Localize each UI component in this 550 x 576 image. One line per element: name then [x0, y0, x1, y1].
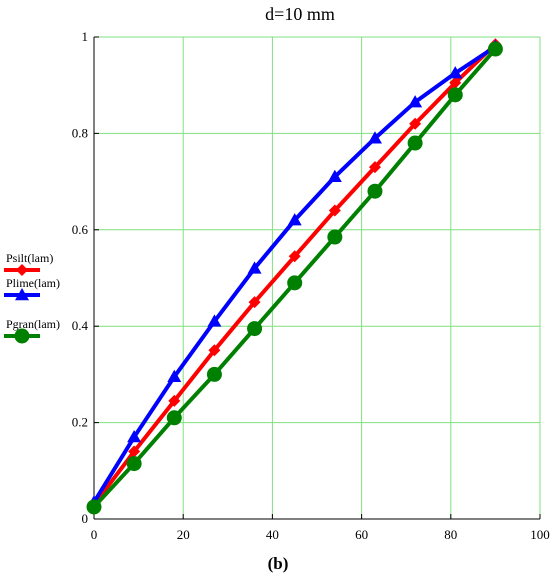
- triangle-marker: [448, 66, 463, 79]
- circle-marker: [327, 229, 343, 245]
- y-tick-label: 0.4: [72, 318, 89, 333]
- axes: [93, 36, 541, 520]
- diamond-marker: [449, 76, 462, 89]
- tick-labels: 0 20 40 60 80 100 0 0.2 0.4 0.6 0.8 1: [72, 29, 550, 542]
- x-tick-label: 0: [91, 527, 98, 542]
- triangle-marker: [167, 369, 182, 383]
- circle-marker: [126, 456, 142, 472]
- x-tick-label: 100: [530, 527, 550, 542]
- triangle-marker: [15, 288, 29, 301]
- circle-marker: [166, 410, 182, 426]
- legend-label: Pgran(lam): [6, 317, 60, 331]
- x-tick-label: 60: [355, 527, 368, 542]
- diamond-marker: [168, 394, 181, 407]
- diamond-marker: [208, 344, 221, 357]
- diamond-marker: [288, 250, 301, 263]
- legend-label: Psilt(lam): [6, 251, 53, 265]
- series-line: [92, 42, 497, 506]
- triangle-marker: [207, 314, 222, 327]
- triangle-marker: [127, 430, 142, 443]
- diamond-marker: [368, 161, 381, 174]
- y-tick-label: 0: [82, 511, 89, 526]
- circle-marker: [407, 135, 423, 151]
- triangle-marker: [327, 169, 342, 183]
- series-diamond: [88, 38, 502, 511]
- circle-marker: [206, 366, 222, 382]
- series-layer: [86, 38, 503, 515]
- diamond-marker: [328, 204, 341, 217]
- legend: Psilt(lam) Plime(lam) Pgran(lam): [4, 251, 60, 344]
- y-tick-label: 1: [82, 29, 89, 44]
- diamond-marker: [409, 117, 422, 130]
- circle-marker: [367, 183, 383, 199]
- y-tick-label: 0.6: [72, 222, 89, 237]
- circle-marker: [487, 41, 503, 57]
- grid-lines: [94, 36, 541, 519]
- legend-entry: Plime(lam): [4, 276, 60, 301]
- y-tick-label: 0.8: [72, 125, 88, 140]
- circle-marker: [86, 499, 102, 515]
- triangle-marker: [408, 95, 423, 108]
- legend-entry: Pgran(lam): [4, 317, 60, 344]
- circle-marker: [287, 275, 303, 291]
- circle-marker: [247, 321, 263, 337]
- legend-label: Plime(lam): [6, 276, 60, 290]
- chart-title: d=10 mm: [265, 4, 335, 24]
- series-triangle: [87, 39, 503, 508]
- x-tick-label: 20: [177, 527, 190, 542]
- triangle-marker: [247, 261, 262, 274]
- triangle-marker: [367, 131, 382, 144]
- x-tick-label: 40: [266, 527, 279, 542]
- circle-marker: [14, 328, 30, 344]
- chart-subtitle: (b): [268, 554, 289, 573]
- series-circle: [86, 41, 503, 515]
- legend-entry: Psilt(lam): [4, 251, 53, 276]
- triangle-marker: [287, 213, 302, 226]
- diamond-marker: [128, 445, 141, 458]
- diamond-marker: [248, 296, 261, 309]
- x-tick-label: 80: [444, 527, 457, 542]
- diamond-marker: [16, 264, 28, 276]
- y-tick-label: 0.2: [72, 415, 88, 430]
- series-line: [92, 44, 497, 504]
- circle-marker: [447, 87, 463, 103]
